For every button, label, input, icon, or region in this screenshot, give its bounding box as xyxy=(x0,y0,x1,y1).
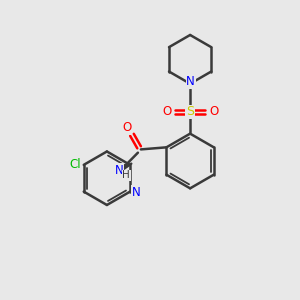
Text: H: H xyxy=(122,170,130,180)
Text: O: O xyxy=(122,121,131,134)
Text: O: O xyxy=(162,106,171,118)
Text: Cl: Cl xyxy=(70,158,81,171)
Text: O: O xyxy=(209,106,218,118)
Text: N: N xyxy=(132,186,140,199)
Text: N: N xyxy=(186,75,195,88)
Text: N: N xyxy=(115,164,124,177)
Text: S: S xyxy=(186,106,194,118)
